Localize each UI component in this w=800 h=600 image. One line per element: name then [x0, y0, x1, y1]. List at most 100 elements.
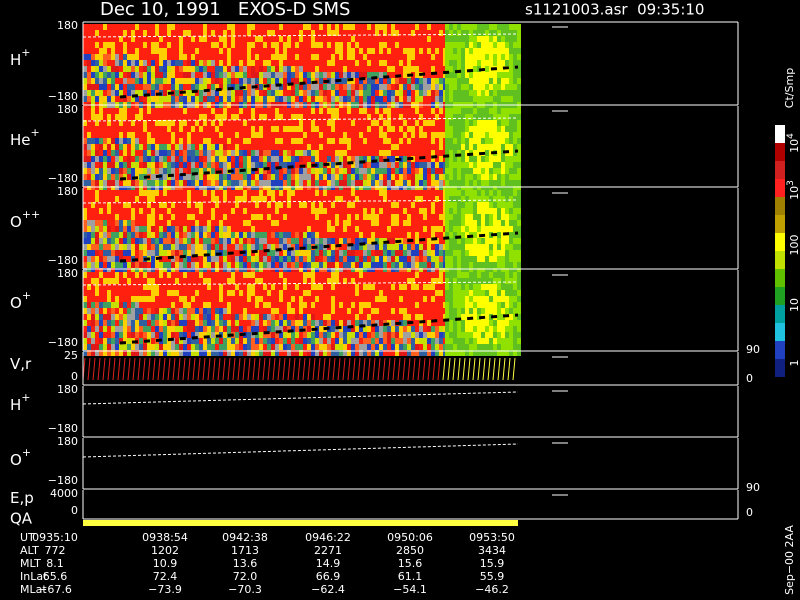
pixel: [143, 308, 147, 314]
pixel: [87, 190, 91, 196]
pixel: [263, 214, 267, 220]
pixel: [505, 180, 509, 186]
pixel: [359, 186, 363, 192]
pixel: [327, 208, 331, 214]
pixel: [505, 120, 509, 126]
pixel: [473, 72, 477, 78]
pixel: [481, 120, 485, 126]
pixel: [255, 48, 259, 54]
pixel: [319, 238, 323, 244]
pixel: [167, 42, 171, 48]
pixel: [347, 232, 351, 238]
pixel: [327, 36, 331, 42]
pixel: [95, 226, 99, 232]
pixel: [399, 78, 403, 84]
pixel: [449, 168, 453, 174]
pixel: [147, 156, 151, 162]
pixel: [179, 314, 183, 320]
pixel: [223, 84, 227, 90]
pixel: [399, 214, 403, 220]
pixel: [203, 114, 207, 120]
pixel: [453, 126, 457, 132]
pixel: [343, 150, 347, 156]
pixel: [481, 138, 485, 144]
pixel: [439, 78, 443, 84]
pixel: [489, 196, 493, 202]
pixel: [367, 138, 371, 144]
pixel: [501, 232, 505, 238]
pixel: [275, 256, 279, 262]
pixel: [473, 208, 477, 214]
pixel: [239, 232, 243, 238]
pixel: [407, 96, 411, 102]
pixel: [195, 78, 199, 84]
pixel: [91, 60, 95, 66]
pixel: [103, 60, 107, 66]
pixel: [163, 332, 167, 338]
pixel: [95, 24, 99, 30]
pixel: [315, 72, 319, 78]
pixel: [175, 72, 179, 78]
pixel: [323, 196, 327, 202]
pixel: [271, 156, 275, 162]
pixel: [343, 162, 347, 168]
pixel: [127, 168, 131, 174]
pixel: [255, 54, 259, 60]
pixel: [403, 250, 407, 256]
pixel: [171, 196, 175, 202]
pixel: [123, 78, 127, 84]
pixel: [423, 138, 427, 144]
pixel: [481, 174, 485, 180]
pixel: [263, 108, 267, 114]
pixel: [127, 138, 131, 144]
pixel: [283, 238, 287, 244]
pixel: [481, 244, 485, 250]
pixel: [227, 156, 231, 162]
pixel: [135, 308, 139, 314]
pixel: [307, 256, 311, 262]
pixel: [505, 156, 509, 162]
pixel: [311, 202, 315, 208]
pixel: [195, 262, 199, 268]
pixel: [259, 144, 263, 150]
pixel: [99, 42, 103, 48]
pixel: [445, 48, 449, 54]
pixel: [183, 220, 187, 226]
pixel: [207, 120, 211, 126]
pixel: [343, 202, 347, 208]
pixel: [465, 202, 469, 208]
pixel: [119, 126, 123, 132]
pixel: [231, 36, 235, 42]
trace: [82, 33, 519, 38]
pixel: [219, 196, 223, 202]
pixel: [263, 78, 267, 84]
pixel: [311, 48, 315, 54]
pixel: [247, 262, 251, 268]
pixel: [95, 174, 99, 180]
pixel: [339, 208, 343, 214]
pixel: [127, 60, 131, 66]
pixel: [147, 308, 151, 314]
pixel: [99, 226, 103, 232]
pixel: [469, 238, 473, 244]
pixel: [303, 108, 307, 114]
pixel: [227, 78, 231, 84]
pixel: [383, 220, 387, 226]
pixel: [211, 196, 215, 202]
pixel: [375, 108, 379, 114]
pixel: [505, 54, 509, 60]
pixel: [367, 238, 371, 244]
pixel: [171, 226, 175, 232]
pixel: [191, 36, 195, 42]
pixel: [319, 208, 323, 214]
pixel: [99, 290, 103, 296]
pixel: [235, 238, 239, 244]
pixel: [391, 190, 395, 196]
pixel: [439, 126, 443, 132]
pixel: [155, 114, 159, 120]
pixel: [123, 214, 127, 220]
pixel: [163, 268, 167, 274]
pixel: [307, 108, 311, 114]
pixel: [139, 36, 143, 42]
